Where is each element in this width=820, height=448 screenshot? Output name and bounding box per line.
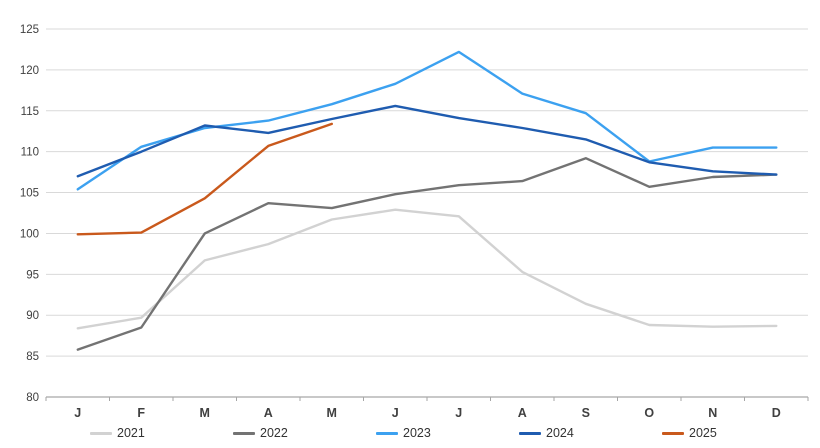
legend-swatch-2024: [519, 431, 541, 435]
series-line-2022: [76, 156, 778, 351]
x-axis-label: J: [392, 406, 399, 420]
y-axis-label: 105: [20, 188, 39, 200]
x-axis-label: A: [518, 406, 527, 420]
y-axis-label: 95: [26, 269, 39, 281]
legend-swatch-2021: [90, 431, 112, 435]
y-axis-label: 90: [26, 310, 39, 322]
x-axis-label: O: [644, 406, 654, 420]
x-axis-label: N: [708, 406, 717, 420]
legend-item-2023: 2023: [376, 425, 519, 441]
series-line-2025: [76, 122, 333, 236]
legend-item-2021: 2021: [90, 425, 233, 441]
legend-item-2025: 2025: [662, 425, 805, 441]
legend-swatch-2022: [233, 431, 255, 435]
y-axis-label: 115: [21, 106, 39, 118]
y-axis-label: 120: [20, 65, 39, 77]
legend-label-2023: 2023: [403, 426, 431, 440]
legend-label-2025: 2025: [689, 426, 717, 440]
y-axis-label: 85: [26, 351, 39, 363]
x-axis-label: M: [200, 406, 210, 420]
y-axis-label: 110: [21, 147, 39, 159]
x-axis-label: A: [264, 406, 273, 420]
y-axis-label: 125: [20, 24, 39, 36]
x-axis-label: D: [772, 406, 781, 420]
x-axis-label: S: [582, 406, 590, 420]
x-axis-label: J: [74, 406, 81, 420]
legend-swatch-2025: [662, 431, 684, 435]
series-line-2021: [76, 208, 778, 330]
x-axis-label: M: [327, 406, 337, 420]
series-line-2023: [76, 50, 778, 191]
series-line-2024: [76, 104, 778, 178]
x-axis-label: F: [137, 406, 145, 420]
x-axis-label: J: [455, 406, 462, 420]
y-axis-label: 100: [20, 228, 39, 240]
legend-label-2022: 2022: [260, 426, 288, 440]
legend-item-2024: 2024: [519, 425, 662, 441]
legend-label-2024: 2024: [546, 426, 574, 440]
legend-swatch-2023: [376, 431, 398, 435]
legend-label-2021: 2021: [117, 426, 145, 440]
y-axis-label: 80: [26, 392, 39, 404]
legend-item-2022: 2022: [233, 425, 376, 441]
chart-legend: 2021 2022 2023 2024 2025: [90, 425, 805, 441]
